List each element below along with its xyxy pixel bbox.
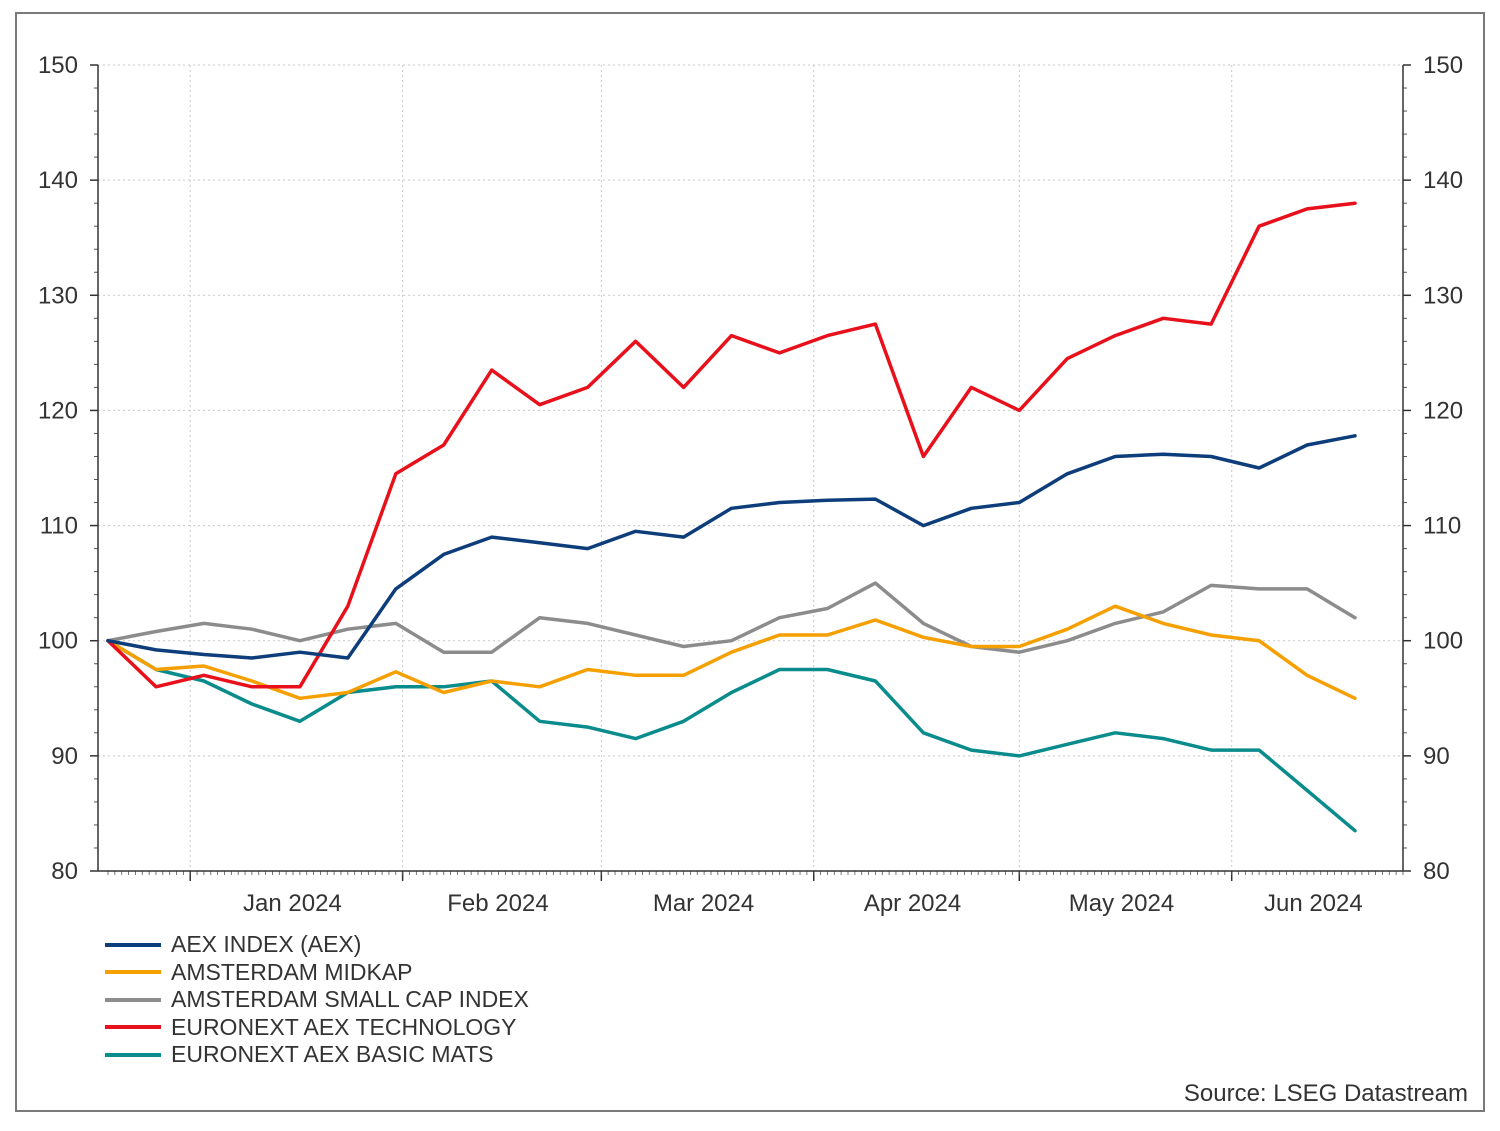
y-tick-label-right: 90 [1423, 743, 1450, 770]
x-tick-label: May 2024 [1069, 890, 1174, 917]
grid [98, 64, 1403, 871]
legend-swatch [105, 997, 161, 1002]
legend-swatch [105, 1052, 161, 1057]
axes: 80 80 90 90 100 100 110 110 120 120 130 130 140 140 15… [38, 52, 1463, 917]
series-line [106, 201, 1357, 689]
legend-item: EURONEXT AEX TECHNOLOGY [105, 1014, 529, 1042]
y-tick-label-left: 120 [38, 397, 78, 424]
legend-swatch [105, 970, 161, 975]
y-tick-label-right: 80 [1423, 858, 1450, 885]
series-line [106, 434, 1357, 660]
chart-frame [15, 12, 1485, 1112]
y-tick-label-left: 100 [38, 628, 78, 655]
legend-item: AMSTERDAM SMALL CAP INDEX [105, 986, 529, 1014]
legend-swatch [105, 942, 161, 947]
x-tick-label: Apr 2024 [864, 890, 961, 917]
legend-label: AMSTERDAM MIDKAP [171, 958, 413, 985]
y-tick-label-left: 130 [38, 282, 78, 309]
y-tick-label-right: 150 [1423, 52, 1463, 79]
y-tick-label-right: 120 [1423, 397, 1463, 424]
y-tick-label-left: 80 [51, 858, 78, 885]
y-tick-label-right: 130 [1423, 282, 1463, 309]
y-tick-label-right: 110 [1423, 513, 1461, 540]
y-tick-label-left: 110 [40, 513, 78, 540]
legend-label: EURONEXT AEX BASIC MATS [171, 1041, 494, 1068]
y-tick-label-right: 100 [1423, 628, 1463, 655]
legend: AEX INDEX (AEX) AMSTERDAM MIDKAP AMSTERDAM… [105, 931, 529, 1069]
x-tick-label: Mar 2024 [653, 890, 754, 917]
legend-label: AEX INDEX (AEX) [171, 931, 362, 958]
source-note: Source: LSEG Datastream [1183, 1080, 1468, 1107]
legend-item: AMSTERDAM MIDKAP [105, 959, 529, 987]
x-tick-label: Jan 2024 [243, 890, 342, 917]
y-tick-label-right: 140 [1423, 167, 1463, 194]
legend-label: AMSTERDAM SMALL CAP INDEX [171, 986, 529, 1013]
series-lines [106, 201, 1357, 833]
series-line [106, 638, 1357, 833]
legend-label: EURONEXT AEX TECHNOLOGY [171, 1013, 517, 1040]
x-tick-label: Jun 2024 [1264, 890, 1363, 917]
y-tick-label-left: 90 [51, 743, 78, 770]
x-tick-label: Feb 2024 [447, 890, 548, 917]
series-line [106, 581, 1357, 654]
y-tick-label-left: 140 [38, 167, 78, 194]
y-tick-label-left: 150 [38, 52, 78, 79]
legend-item: AEX INDEX (AEX) [105, 931, 529, 959]
series-line [106, 604, 1357, 701]
legend-item: EURONEXT AEX BASIC MATS [105, 1041, 529, 1069]
legend-swatch [105, 1025, 161, 1030]
